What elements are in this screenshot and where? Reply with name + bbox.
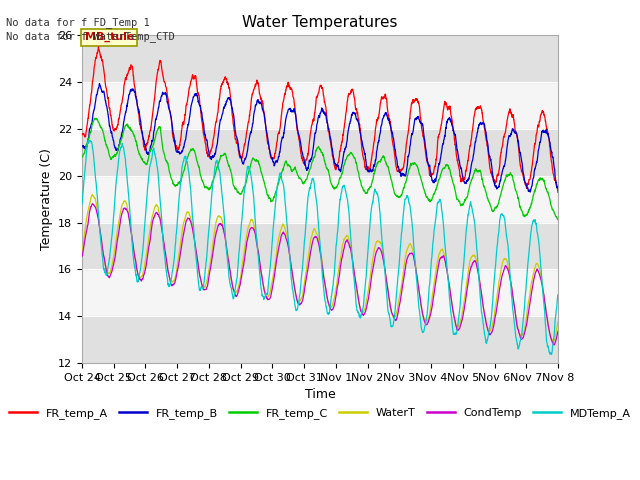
Bar — [82, 36, 558, 82]
Text: No data for f FD_Temp 1: No data for f FD_Temp 1 — [6, 17, 150, 28]
Bar — [82, 316, 558, 363]
Legend: FR_temp_A, FR_temp_B, FR_temp_C, WaterT, CondTemp, MDTemp_A: FR_temp_A, FR_temp_B, FR_temp_C, WaterT,… — [5, 403, 635, 423]
Text: MB_tule: MB_tule — [84, 32, 134, 42]
X-axis label: Time: Time — [305, 388, 335, 401]
Text: No data for f WaterTemp_CTD: No data for f WaterTemp_CTD — [6, 31, 175, 42]
Y-axis label: Temperature (C): Temperature (C) — [40, 148, 52, 250]
Title: Water Temperatures: Water Temperatures — [243, 15, 397, 30]
Bar — [82, 223, 558, 269]
Bar — [82, 129, 558, 176]
